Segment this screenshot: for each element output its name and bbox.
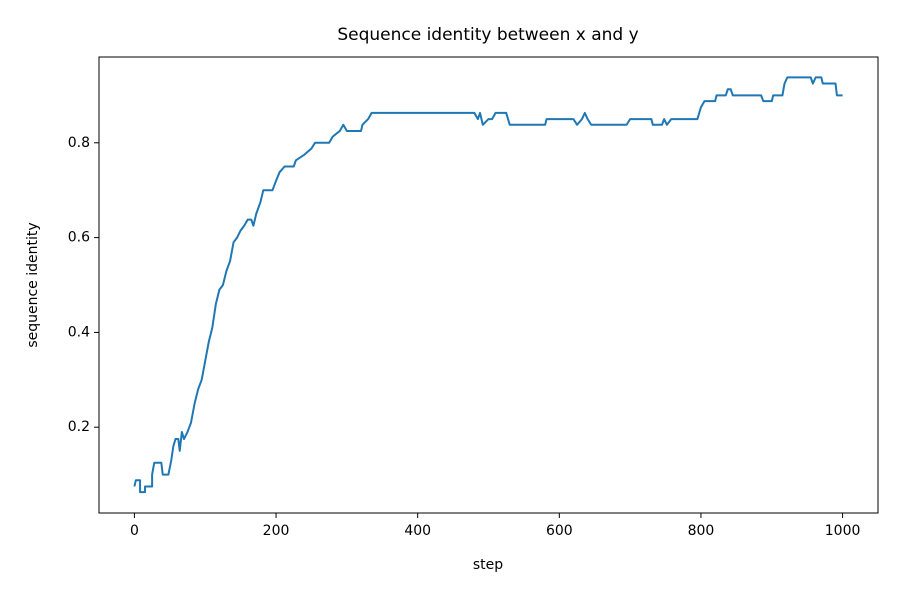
y-tick-label: 0.4: [68, 324, 90, 340]
x-tick-label: 800: [688, 523, 715, 539]
x-tick-label: 400: [404, 523, 431, 539]
y-axis-label: sequence identity: [25, 222, 41, 347]
x-tick-label: 600: [546, 523, 573, 539]
x-tick-label: 1000: [825, 523, 861, 539]
x-tick-label: 0: [130, 523, 139, 539]
plot-frame: [98, 56, 879, 514]
data-line: [133, 76, 843, 494]
x-axis-label: step: [473, 557, 503, 573]
y-tick-label: 0.8: [68, 135, 90, 151]
y-tick-label: 0.2: [68, 419, 90, 435]
chart-title: Sequence identity between x and y: [337, 25, 638, 45]
y-tick-label: 0.6: [68, 230, 90, 246]
x-tick-label: 200: [263, 523, 290, 539]
